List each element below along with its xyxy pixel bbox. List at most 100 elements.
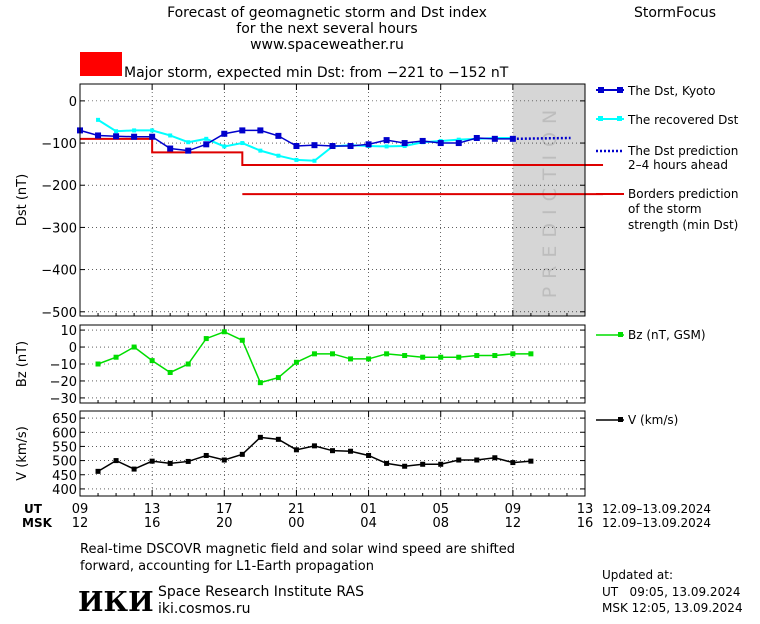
prediction-band: [512, 84, 585, 316]
legend-label-borders-1: Borders prediction: [628, 187, 739, 201]
msk-tick-label: 12: [505, 516, 522, 531]
ut-axis-label: UT: [24, 502, 43, 516]
v-point: [239, 451, 245, 457]
kyoto-dst-point: [311, 142, 318, 149]
recovered-dst-point: [204, 136, 209, 141]
v-ytick-label: 650: [52, 412, 77, 427]
bz-point: [474, 353, 480, 359]
kyoto-dst-point: [419, 137, 426, 144]
kyoto-dst-point: [383, 137, 390, 144]
recovered-dst-point: [168, 133, 173, 138]
msk-tick-label: 00: [288, 516, 305, 531]
msk-tick-label: 12: [72, 516, 89, 531]
kyoto-dst-point: [185, 147, 192, 154]
dst-panel: PREDICTION 0 −100 −200 −300 −400 −500 Dst (nT…: [15, 83, 604, 321]
v-point: [221, 457, 227, 463]
kyoto-dst-point: [293, 143, 300, 150]
storm-level-swatch: [80, 52, 122, 76]
msk-tick-label: 16: [577, 516, 594, 531]
v-point: [167, 460, 173, 466]
bz-point: [402, 353, 408, 359]
recovered-dst-point: [276, 153, 281, 158]
v-point: [528, 458, 534, 464]
bz-point: [510, 351, 516, 357]
v-point: [384, 460, 390, 466]
propagation-note-line1: Real-time DSCOVR magnetic field and sola…: [80, 542, 515, 557]
kyoto-dst-point: [329, 143, 336, 150]
prediction-band-label: PREDICTION: [539, 102, 561, 299]
ut-tick-label: 13: [144, 502, 161, 517]
recovered-dst-point: [150, 128, 155, 133]
border-upper-line: [80, 137, 604, 166]
v-point: [492, 455, 498, 461]
bz-point: [456, 354, 462, 360]
bz-point: [348, 356, 354, 362]
bz-point: [257, 380, 263, 386]
kyoto-dst-point: [131, 133, 138, 140]
kyoto-dst-point: [239, 127, 246, 134]
v-ytick-label: 550: [52, 440, 77, 455]
kyoto-dst-point: [95, 132, 102, 139]
recovered-dst-line: [97, 119, 513, 162]
dst-ytick-label: −500: [41, 306, 77, 321]
bz-point: [330, 351, 335, 357]
bz-plot-frame: [79, 324, 586, 404]
recovered-dst-point: [384, 144, 389, 149]
institute-site[interactable]: iki.cosmos.ru: [158, 601, 250, 617]
v-point: [402, 463, 408, 469]
kyoto-dst-point: [113, 133, 120, 140]
source-url[interactable]: www.spaceweather.ru: [250, 37, 404, 53]
updated-msk: MSK 12:05, 13.09.2024: [602, 601, 743, 615]
dst-ytick-label: −300: [41, 221, 77, 236]
kyoto-dst-point: [491, 135, 498, 142]
v-point: [366, 452, 372, 458]
ut-tick-labels: 09 13 17 21 01 05 09 13: [72, 502, 594, 517]
v-point: [510, 460, 516, 466]
v-ytick-label: 500: [52, 455, 77, 470]
kyoto-dst-point: [257, 127, 264, 134]
chart-title-line1: Forecast of geomagnetic storm and Dst in…: [167, 5, 487, 21]
v-point: [293, 447, 299, 453]
bz-point: [185, 361, 191, 367]
propagation-note-line2: forward, accounting for L1-Earth propaga…: [80, 559, 374, 574]
kyoto-dst-point: [347, 143, 354, 150]
dst-ytick-label: −200: [41, 179, 77, 194]
v-point: [149, 458, 155, 464]
v-point: [275, 436, 281, 442]
v-ytick-label: 450: [52, 469, 77, 484]
bz-point: [492, 353, 498, 359]
bz-point: [95, 361, 101, 367]
legend-marker-dst-kyoto-2: [617, 87, 623, 93]
v-point: [185, 458, 191, 464]
v-point: [348, 448, 354, 454]
legend-label-prediction-1: The Dst prediction: [627, 144, 738, 158]
bz-point: [149, 358, 155, 364]
ut-tick-label: 09: [72, 502, 89, 517]
recovered-dst-point: [186, 140, 191, 145]
msk-date-range: 12.09–13.09.2024: [602, 516, 711, 530]
bz-axis-label: Bz (nT): [15, 341, 30, 387]
recovered-dst-point: [96, 117, 101, 122]
kyoto-dst-point: [275, 132, 282, 139]
ut-tick-label: 05: [432, 502, 449, 517]
recovered-dst-point: [456, 137, 461, 142]
updated-label: Updated at:: [602, 568, 673, 582]
v-axis-label: V (km/s): [15, 426, 30, 481]
v-ytick-label: 400: [52, 483, 77, 498]
bz-point: [113, 354, 119, 360]
v-point: [330, 448, 335, 454]
v-point: [311, 443, 317, 449]
legend-label-v: V (km/s): [628, 413, 678, 427]
bz-panel: 10 0 −10 −20 −30 Bz (nT): [15, 324, 586, 407]
v-line: [97, 436, 531, 472]
brand-name: StormFocus: [634, 5, 716, 21]
kyoto-dst-point: [473, 134, 480, 141]
kyoto-dst-point: [401, 140, 408, 147]
legend-marker-v: [618, 417, 623, 422]
msk-tick-labels: 12 16 20 00 04 08 12 16: [72, 516, 594, 531]
updated-ut: UT 09:05, 13.09.2024: [602, 585, 740, 599]
bz-point: [167, 369, 173, 375]
kyoto-dst-point: [203, 141, 210, 148]
kyoto-dst-point: [167, 145, 174, 152]
